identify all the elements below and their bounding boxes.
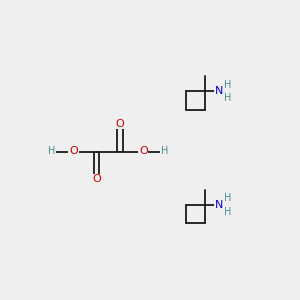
Text: N: N: [215, 86, 223, 96]
Text: O: O: [92, 174, 101, 184]
Text: H: H: [224, 80, 232, 89]
Text: H: H: [224, 207, 232, 217]
Text: O: O: [139, 146, 148, 157]
Text: H: H: [160, 146, 168, 157]
Text: N: N: [215, 200, 223, 210]
Text: H: H: [224, 193, 232, 203]
Text: O: O: [69, 146, 78, 157]
Text: H: H: [224, 93, 232, 103]
Text: H: H: [48, 146, 55, 157]
Text: O: O: [116, 119, 124, 129]
